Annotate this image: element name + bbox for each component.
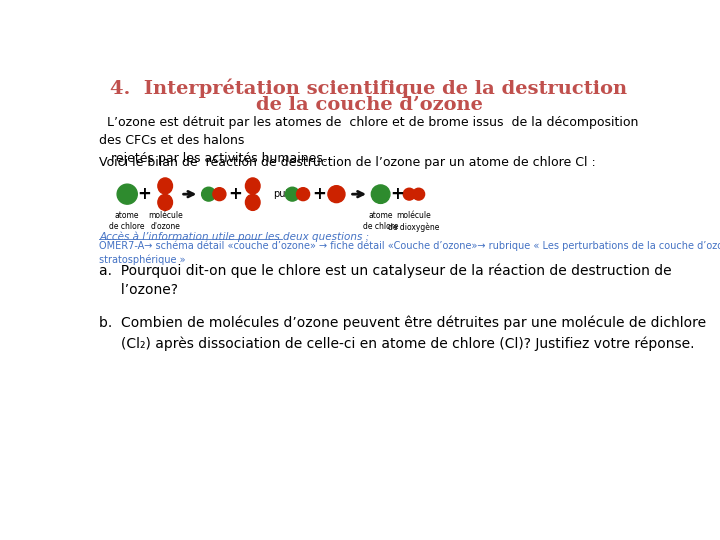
- Ellipse shape: [213, 188, 226, 201]
- Circle shape: [117, 184, 138, 204]
- Ellipse shape: [246, 178, 260, 194]
- Text: b.  Combien de molécules d’ozone peuvent être détruites par une molécule de dich: b. Combien de molécules d’ozone peuvent …: [99, 316, 706, 350]
- Text: de la couche d’ozone: de la couche d’ozone: [256, 96, 482, 113]
- Text: molécule
de dioxygène: molécule de dioxygène: [388, 211, 440, 232]
- Ellipse shape: [403, 188, 415, 200]
- Text: +: +: [391, 185, 405, 203]
- Circle shape: [328, 186, 345, 202]
- Ellipse shape: [158, 178, 173, 194]
- Text: puis: puis: [273, 189, 293, 199]
- Circle shape: [372, 185, 390, 204]
- Text: OMER7-A→ schéma détail «couche d’ozone» → fiche détail «Couche d’ozone»→ rubriqu: OMER7-A→ schéma détail «couche d’ozone» …: [99, 240, 720, 265]
- Text: molécule
d'ozone: molécule d'ozone: [148, 211, 183, 231]
- Text: L’ozone est détruit par les atomes de  chlore et de brome issus  de la décomposi: L’ozone est détruit par les atomes de ch…: [99, 116, 639, 165]
- Text: +: +: [228, 185, 242, 203]
- Text: +: +: [312, 185, 326, 203]
- Ellipse shape: [246, 194, 260, 211]
- Text: a.  Pourquoi dit-on que le chlore est un catalyseur de la réaction de destructio: a. Pourquoi dit-on que le chlore est un …: [99, 264, 672, 298]
- Ellipse shape: [297, 188, 310, 201]
- Text: Accès à l’information utile pour les deux questions :: Accès à l’information utile pour les deu…: [99, 232, 369, 242]
- Ellipse shape: [202, 187, 215, 201]
- Text: +: +: [138, 185, 151, 203]
- Ellipse shape: [285, 187, 300, 201]
- Ellipse shape: [158, 194, 173, 211]
- Text: 4.  Interprétation scientifique de la destruction: 4. Interprétation scientifique de la des…: [110, 79, 628, 98]
- Text: Voici le bilan de  réaction de destruction de l’ozone par un atome de chlore Cl : Voici le bilan de réaction de destructio…: [99, 156, 596, 168]
- Text: atome
de chlore: atome de chlore: [363, 211, 398, 231]
- Text: atome
de chlore: atome de chlore: [109, 211, 145, 231]
- Ellipse shape: [413, 188, 425, 200]
